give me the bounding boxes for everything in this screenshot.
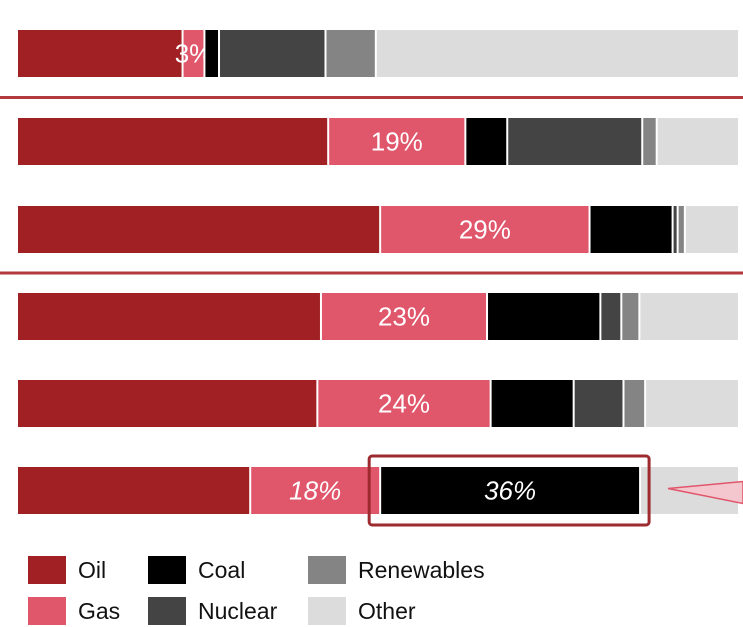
data-label-gas-row2: 19% xyxy=(371,127,423,157)
bar-segment-gas-row5 xyxy=(318,380,490,427)
bar-segment-gas-row6 xyxy=(251,467,380,514)
bar-segment-renewables-row3 xyxy=(678,206,684,253)
bar-segment-coal-row1 xyxy=(205,30,219,77)
bar-segment-nuclear-row4 xyxy=(601,293,621,340)
bar-segment-nuclear-row2 xyxy=(508,118,642,165)
legend-item-nuclear: Nuclear xyxy=(148,596,277,626)
legend-item-coal: Coal xyxy=(148,555,245,585)
bar-segment-coal-row2 xyxy=(466,118,507,165)
legend-label-coal: Coal xyxy=(198,556,246,583)
bar-segment-oil-row4 xyxy=(18,293,320,340)
bar-segment-gas-row2 xyxy=(329,118,465,165)
legend-label-gas: Gas xyxy=(78,597,121,624)
bar-segment-nuclear-row1 xyxy=(220,30,325,77)
bar-segment-gas-row3 xyxy=(381,206,589,253)
legend-item-oil: Oil xyxy=(28,555,106,585)
bar-segment-coal-row5 xyxy=(491,380,573,427)
data-label-gas-row4: 23% xyxy=(378,302,430,332)
bar-segment-renewables-row1 xyxy=(326,30,375,77)
legend-label-oil: Oil xyxy=(78,556,107,583)
bar-segment-renewables-row5 xyxy=(624,380,645,427)
callout-pointer xyxy=(667,480,743,505)
legend-item-gas: Gas xyxy=(28,596,120,626)
bar-segment-other-row2 xyxy=(657,118,738,165)
data-label-gas-row3: 29% xyxy=(459,215,511,245)
legend-swatch-oil xyxy=(28,556,66,584)
legend-label-nuclear: Nuclear xyxy=(198,597,278,624)
data-label-gas-row5: 24% xyxy=(378,389,430,419)
bar-segment-oil-row6 xyxy=(18,467,250,514)
bar-segment-other-row1 xyxy=(376,30,738,77)
legend: Oil Coal Renewables Gas Nuclear Other xyxy=(28,555,588,625)
bar-segment-renewables-row2 xyxy=(643,118,656,165)
bar-segment-gas-row1 xyxy=(183,30,204,77)
legend-swatch-renewables xyxy=(308,556,346,584)
legend-item-other: Other xyxy=(308,596,416,626)
legend-swatch-nuclear xyxy=(148,597,186,625)
bar-segment-nuclear-row3 xyxy=(673,206,677,253)
annotation-group xyxy=(367,454,743,527)
bar-segment-renewables-row4 xyxy=(622,293,639,340)
bar-segment-oil-row3 xyxy=(18,206,380,253)
data-label-gas-row6: 18% xyxy=(289,476,341,506)
legend-item-renewables: Renewables xyxy=(308,555,485,585)
data-label-coal-row6: 36% xyxy=(484,476,536,506)
bar-segment-oil-row5 xyxy=(18,380,317,427)
bar-segment-other-row3 xyxy=(685,206,738,253)
legend-label-other: Other xyxy=(358,597,416,624)
legend-swatch-gas xyxy=(28,597,66,625)
bar-segment-gas-row4 xyxy=(321,293,487,340)
bar-segment-oil-row1 xyxy=(18,30,182,77)
legend-swatch-coal xyxy=(148,556,186,584)
bar-segment-oil-row2 xyxy=(18,118,328,165)
separators-group xyxy=(0,96,743,275)
bar-segment-other-row5 xyxy=(646,380,738,427)
legend-swatch-other xyxy=(308,597,346,625)
bar-segment-nuclear-row5 xyxy=(574,380,623,427)
bar-segment-coal-row6 xyxy=(381,467,640,514)
bar-segment-coal-row3 xyxy=(590,206,672,253)
highlight-box xyxy=(367,454,651,527)
bar-segment-coal-row4 xyxy=(488,293,600,340)
bar-segment-other-row4 xyxy=(640,293,738,340)
legend-label-renewables: Renewables xyxy=(358,556,485,583)
bars-group: 3%19%29%23%24%18% 36% xyxy=(18,30,738,514)
